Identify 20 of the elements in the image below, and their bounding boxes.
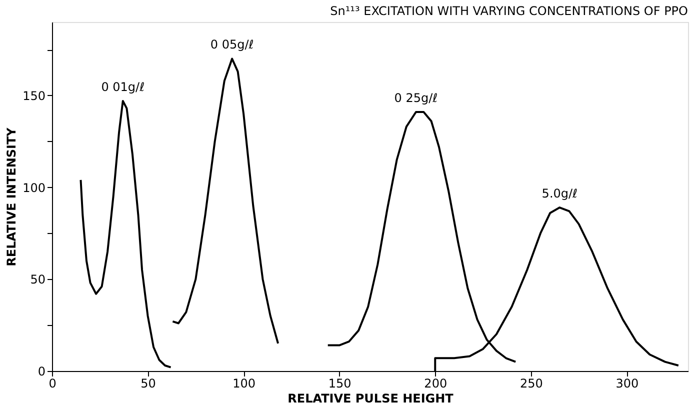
- x-tick-label: 100: [232, 376, 256, 390]
- x-tick-label: 300: [616, 376, 639, 390]
- series-label: 0 25g/ℓ: [394, 91, 438, 106]
- line-series: [172, 58, 280, 344]
- chart-title: Sn¹¹³ EXCITATION WITH VARYING CONCENTRATIONS OF PPO: [330, 4, 688, 18]
- x-axis-title: RELATIVE PULSE HEIGHT: [288, 392, 454, 406]
- y-tick-label: 50: [30, 272, 46, 287]
- series-label: 5.0g/ℓ: [542, 186, 578, 201]
- y-tick-label: 0: [38, 364, 46, 378]
- y-tick-label: 150: [22, 88, 46, 103]
- series-label: 0 01g/ℓ: [101, 80, 145, 94]
- y-axis-title: RELATIVE INTENSITY: [4, 127, 19, 266]
- x-tick-label: 250: [520, 376, 543, 390]
- x-tick-label: 50: [140, 376, 156, 390]
- series-label: 0 05g/ℓ: [210, 38, 254, 52]
- x-tick-label: 200: [424, 376, 448, 390]
- line-series: [80, 100, 172, 368]
- y-tick-label: 100: [22, 180, 46, 195]
- x-tick-label: 150: [328, 376, 352, 390]
- x-tick-label: 0: [48, 376, 56, 390]
